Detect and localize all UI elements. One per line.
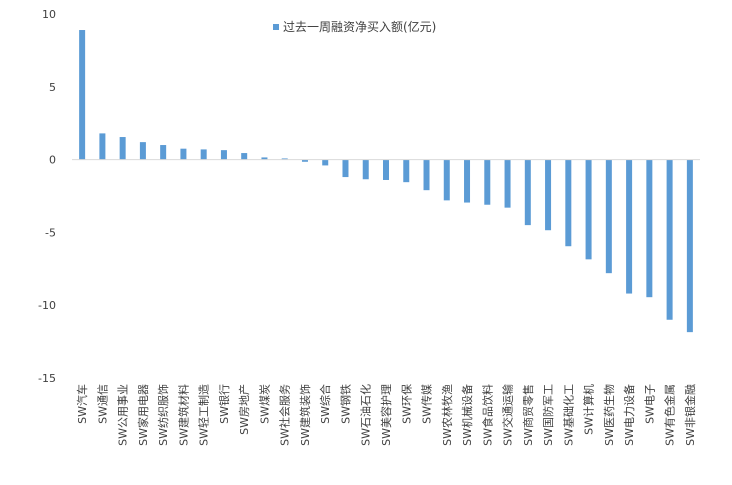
bar [139,142,146,160]
x-category-label: SW传媒 [421,384,434,424]
bar [301,159,308,162]
bar [99,133,106,160]
x-category-label: SW机械设备 [460,384,474,446]
x-category-label: SW基础化工 [561,384,575,446]
x-category-label: SW银行 [217,384,231,424]
x-category-label: SW钢铁 [339,384,352,424]
x-category-label: SW电子 [643,384,656,424]
bar [686,159,693,333]
bar [443,159,450,201]
x-category-label: SW交通运输 [501,384,515,446]
y-tick-label: -15 [38,372,56,385]
y-tick-label: 0 [49,154,56,167]
bar [119,137,126,160]
bar [281,158,288,160]
x-category-label: SW建筑材料 [176,384,190,446]
x-category-label: SW房地产 [237,384,251,435]
bar [464,159,471,203]
x-category-label: SW电力设备 [622,384,636,446]
y-tick-label: 10 [42,8,56,21]
bar [200,149,207,160]
legend-swatch [273,24,279,30]
legend: 过去一周融资净买入额(亿元) [273,19,436,34]
bar [261,157,268,160]
bar [545,159,552,231]
bar [605,159,612,274]
y-tick-label: 5 [49,81,56,94]
x-category-label: SW汽车 [75,384,89,424]
bars-group [79,30,693,333]
x-category-label: SW环保 [399,384,413,424]
x-category-label: SW农林牧渔 [440,384,454,446]
bar [160,145,167,160]
bar [646,159,653,298]
category-labels: SW汽车 SW通信 SW公用事业 SW家用电器 SW纺织服饰 SW建筑材料 SW轻工制造 SW… [75,384,697,446]
x-category-label: SW医药生物 [602,384,616,446]
x-category-label: SW家用电器 [136,384,150,446]
x-category-label: SW社会服务 [278,384,292,446]
bar [504,159,511,208]
x-category-label: SW综合 [318,384,332,424]
bar [423,159,430,191]
bar [383,159,389,180]
x-category-label: SW纺织服饰 [156,384,170,446]
x-category-label: SW轻工制造 [197,384,211,446]
bar [403,159,410,183]
bar [484,159,491,205]
x-category-label: SW商贸零售 [521,384,535,446]
bar [585,159,592,260]
bar [565,159,572,247]
x-category-label: SW非银金融 [683,384,697,446]
bar [524,159,531,226]
bar [241,153,248,160]
bar [180,148,187,160]
bar [79,30,86,160]
x-category-label: SW煤炭 [258,384,271,424]
bar [626,159,633,294]
bar [342,159,349,178]
bar [666,159,673,320]
x-category-label: SW公用事业 [117,384,130,446]
y-tick-label: -10 [38,299,56,312]
x-category-label: SW美容护理 [379,384,393,446]
x-category-label: SW石油石化 [359,384,373,446]
y-axis-tick-labels: 10 5 0 -5 -10 -15 [38,8,56,385]
bar [362,159,369,180]
bar [322,159,329,166]
legend-label: 过去一周融资净买入额(亿元) [283,19,436,34]
x-category-label: SW国防军工 [541,384,555,446]
x-category-label: SW食品饮料 [480,384,494,446]
x-category-label: SW建筑装饰 [298,384,312,446]
y-tick-label: -5 [45,226,56,239]
x-category-label: SW计算机 [582,384,596,435]
x-category-label: SW通信 [96,384,109,424]
bar [220,150,227,160]
x-category-label: SW有色金属 [663,384,677,446]
